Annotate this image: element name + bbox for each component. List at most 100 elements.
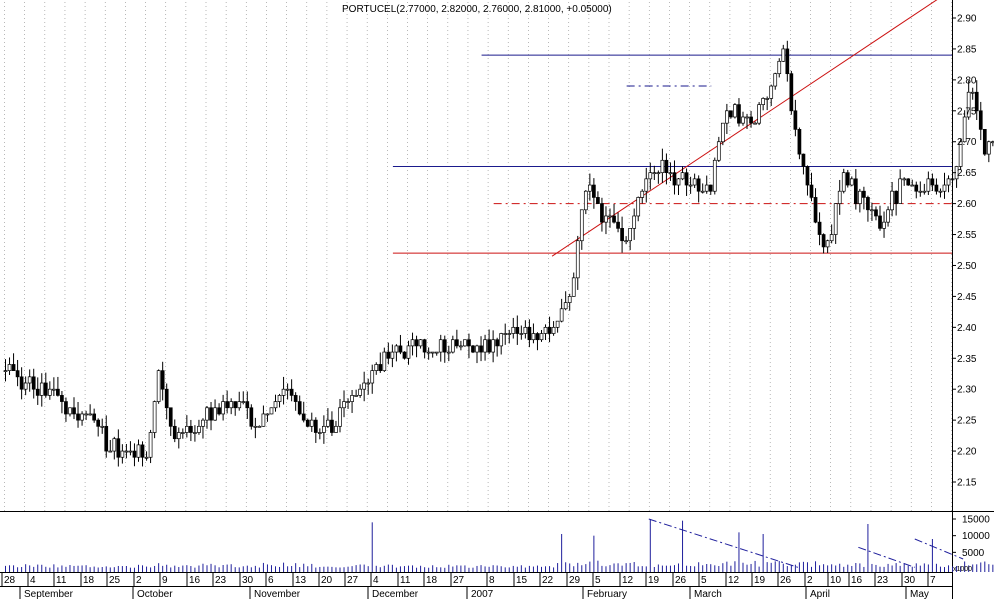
price-bar-up [459,345,463,348]
date-tick-label: 12 [728,575,740,586]
price-bar-down [132,450,137,458]
price-bar-up [910,184,915,187]
price-bar-up [68,407,72,415]
price-bar-down [729,110,733,118]
month-label: October [137,589,173,599]
price-bar-up [781,48,786,62]
price-bar-up [342,401,346,409]
price-bar-up [185,425,189,433]
price-bar-up [285,388,290,391]
price-bar-up [350,395,354,402]
price-bar-down [168,407,173,427]
price-bar-up [193,432,197,434]
price-bar-up [450,339,455,353]
price-bar-down [535,333,540,341]
chart-title: PORTUCEL(2.77000, 2.82000, 2.76000, 2.81… [342,4,612,15]
price-bar-up [100,425,105,428]
date-tick-label: 6 [268,575,274,586]
price-bar-down [43,382,48,396]
price-bar-up [261,413,266,427]
price-bar-down [209,407,213,421]
price-bar-down [56,388,60,396]
date-tick-label: 4 [30,575,36,586]
price-bar-up [52,388,56,391]
price-bar-down [527,326,532,341]
price-bar-down [805,166,810,186]
price-bar-up [680,172,685,180]
date-tick-label: 8 [489,575,495,586]
price-bar-up [326,419,330,427]
price-bar-up [688,184,693,187]
price-bar-down [172,425,177,440]
price-bar-up [366,382,371,385]
price-bar-up [523,326,528,334]
price-bar-down [878,215,882,229]
price-tick-label: 2.35 [957,354,977,365]
price-bar-down [495,339,500,347]
price-bar-down [853,178,858,204]
price-bar-up [277,395,282,402]
volume-trend-line [648,518,799,568]
price-bar-up [144,456,149,459]
price-bar-up [986,141,991,155]
price-bar-up [652,172,657,175]
month-label: November [254,589,301,599]
price-bar-up [124,450,129,453]
price-bar-down [821,234,826,248]
month-label: April [810,589,830,599]
price-bar-down [479,345,483,353]
price-bar-up [632,215,637,229]
month-label: May [910,589,929,599]
date-tick-label: 11 [400,575,411,586]
volume-unit-label: x1000 [953,566,972,573]
price-bar-up [962,116,967,143]
price-bar-up [990,141,994,144]
date-tick-label: 10 [830,575,842,586]
month-label: 2007 [471,589,494,599]
price-bar-up [648,172,653,180]
price-bar-up [148,432,153,458]
volume-tick-label: 15000 [962,515,990,526]
price-bar-down [515,326,520,334]
price-bar-up [539,333,544,341]
date-tick-label: 25 [109,575,121,586]
price-bar-down [978,110,983,130]
price-bar-up [370,370,375,384]
price-bar-up [555,320,560,328]
price-bar-up [579,209,584,242]
date-tick-label: 30 [242,575,254,586]
price-bar-down [982,129,987,155]
date-tick-label: 16 [189,575,201,586]
price-bar-up [112,438,117,452]
price-bar-down [92,413,97,421]
price-bar-up [430,351,435,354]
price-bar-down [164,388,169,409]
date-tick-label: 28 [4,575,16,586]
price-bar-down [402,351,407,359]
price-bar-down [289,388,294,396]
price-bar-up [575,240,580,279]
price-bar-up [257,425,262,428]
price-bar-up [942,184,947,192]
price-bar-down [974,91,979,112]
price-bar-up [668,172,673,175]
date-tick-label: 19 [754,575,766,586]
price-bar-up [825,240,830,248]
price-bar-down [35,388,40,396]
price-bar-up [753,122,757,125]
price-bar-up [761,98,765,105]
price-bar-down [15,370,20,378]
price-bar-down [96,419,101,427]
price-bar-up [938,190,943,193]
price-bar-down [862,190,866,198]
price-bar-up [773,73,778,87]
price-bar-up [483,339,487,353]
price-bar-up [644,178,649,192]
price-bar-down [386,351,391,359]
date-tick-label: 26 [780,575,792,586]
price-bar-up [120,450,125,458]
price-bar-up [858,190,862,204]
price-bar-down [19,376,24,390]
price-bar-up [608,215,612,218]
